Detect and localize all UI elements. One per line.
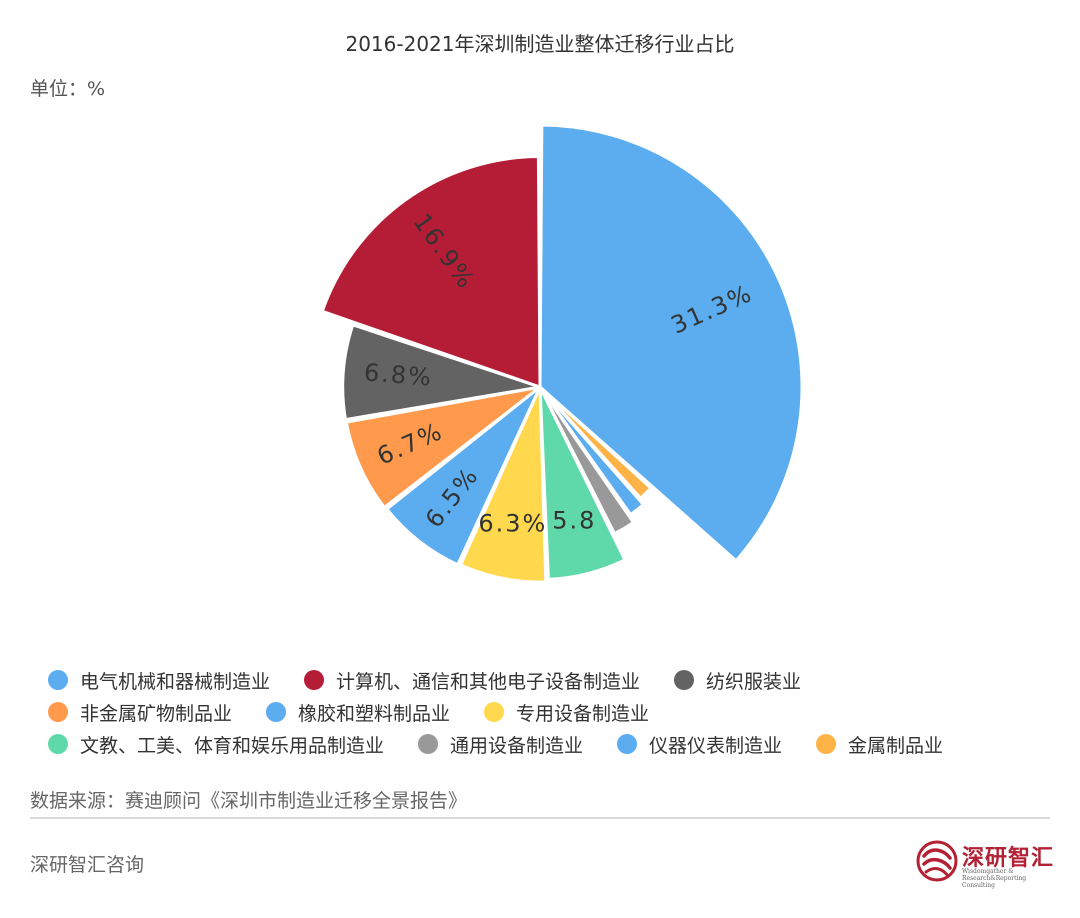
pie-slice: [385, 385, 542, 567]
brand-logo: 深研智汇 Wisdomgather & Research&Reporting C…: [916, 836, 1056, 890]
slice-label: 5.8: [552, 506, 596, 534]
legend-item: 橡胶和塑料制品业: [266, 699, 450, 726]
legend-label: 通用设备制造业: [450, 734, 584, 757]
legend-row: 非金属矿物制品业 橡胶和塑料制品业 专用设备制造业: [48, 696, 1058, 728]
legend-label: 电气机械和器械制造业: [80, 670, 271, 693]
legend-item: 专用设备制造业: [484, 699, 649, 726]
legend-swatch: [48, 670, 68, 690]
pie-slice: [538, 385, 645, 517]
pie-slice: [538, 385, 627, 581]
legend-row: 电气机械和器械制造业 计算机、通信和其他电子设备制造业 纺织服装业: [48, 664, 1058, 696]
pie-slice: [538, 123, 804, 563]
legend-item: 文教、工美、体育和娱乐用品制造业: [48, 731, 384, 758]
logo-name: 深研智汇: [962, 845, 1055, 871]
logo-tagline: Wisdomgather & Research&Reporting Consul…: [962, 868, 1027, 889]
pie-slice: [320, 154, 542, 389]
legend: 电气机械和器械制造业 计算机、通信和其他电子设备制造业 纺织服装业非金属矿物制品业 橡…: [48, 664, 1058, 760]
legend-label: 仪器仪表制造业: [649, 734, 783, 757]
pie-slice: [344, 385, 542, 509]
footer-divider: [30, 817, 1050, 819]
legend-label: 文教、工美、体育和娱乐用品制造业: [80, 734, 385, 757]
chart-title: 2016-2021年深圳制造业整体迁移行业占比: [345, 32, 735, 56]
legend-swatch: [484, 702, 505, 722]
legend-swatch: [48, 702, 68, 722]
legend-item: 仪器仪表制造业: [617, 731, 782, 758]
pie-chart: 31.3%5.86.3%6.5%6.7%6.8%16.9%: [320, 123, 804, 584]
legend-label: 非金属矿物制品业: [80, 702, 233, 725]
footer-brand: 深研智汇咨询: [30, 854, 145, 876]
pie-slice: [538, 385, 653, 500]
logo-emblem-icon: [916, 840, 958, 882]
pie-slice: [538, 385, 635, 536]
pie-slice: [459, 385, 548, 584]
unit-label: 单位：%: [30, 78, 106, 100]
legend-item: 电气机械和器械制造业: [48, 667, 270, 694]
legend-swatch: [418, 734, 439, 754]
legend-label: 纺织服装业: [706, 670, 802, 693]
legend-item: 计算机、通信和其他电子设备制造业: [304, 667, 640, 694]
legend-swatch: [617, 734, 638, 754]
legend-label: 专用设备制造业: [516, 702, 650, 725]
legend-item: 纺织服装业: [674, 667, 801, 694]
legend-label: 金属制品业: [848, 734, 944, 757]
legend-row: 文教、工美、体育和娱乐用品制造业 通用设备制造业 仪器仪表制造业 金属制品业: [48, 728, 1058, 760]
source-note: 数据来源：赛迪顾问《深圳市制造业迁移全景报告》: [30, 790, 468, 812]
pie-slice: [341, 323, 542, 422]
slice-label: 6.3%: [478, 510, 547, 538]
legend-item: 金属制品业: [816, 731, 943, 758]
legend-label: 计算机、通信和其他电子设备制造业: [336, 670, 641, 693]
legend-item: 通用设备制造业: [418, 731, 583, 758]
legend-swatch: [816, 734, 837, 754]
legend-swatch: [48, 734, 68, 754]
legend-item: 非金属矿物制品业: [48, 699, 232, 726]
legend-swatch: [674, 670, 695, 690]
legend-swatch: [304, 670, 325, 690]
legend-swatch: [266, 702, 287, 722]
legend-label: 橡胶和塑料制品业: [298, 702, 451, 725]
slice-label: 6.8%: [363, 358, 434, 391]
